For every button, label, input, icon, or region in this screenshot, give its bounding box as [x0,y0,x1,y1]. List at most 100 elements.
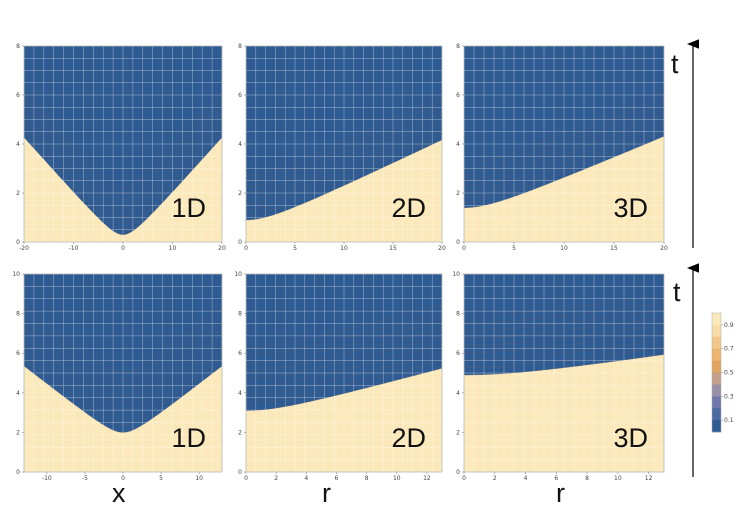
time-label-bottom: t [673,277,681,307]
colorbar-swatch [712,348,721,361]
x-tick-label: 10 [340,245,348,252]
x-tick-label: 5 [159,475,163,482]
y-tick-label: 4 [456,390,460,397]
colorbar-swatch [712,313,721,326]
x-tick-label: 20 [218,245,226,252]
y-tick-label: 0 [16,469,20,476]
xaxis-label-col3: r [556,478,565,508]
y-tick-label: 6 [456,92,460,99]
x-tick-label: 12 [423,475,431,482]
time-axis-top: t [671,39,699,248]
y-tick-label: 8 [16,43,20,50]
panel-frame [245,273,443,473]
panel-0-1: 0 5 10 15 20 0 2 4 6 8 2D [238,43,446,252]
x-tick-label: 0 [462,245,466,252]
x-tick-label: 2 [274,475,278,482]
panel-1-0: -10 -5 0 5 10 0 2 4 6 8 10 1D [12,271,223,482]
colorbar-tick-label: 0.3 [724,393,734,400]
panel-1-1: 0 2 4 6 8 10 12 0 2 4 6 8 10 2D [234,271,443,482]
panel-1-2: 0 2 4 6 8 10 12 0 2 4 6 8 10 3D [452,271,665,482]
y-tick-label: 6 [456,350,460,357]
colorbar: 0.9 0.7 0.5 0.3 0.1 [711,312,734,433]
colorbar-swatch [712,336,721,349]
y-tick-label: 4 [456,141,460,148]
y-tick-label: 6 [238,350,242,357]
x-tick-label: 5 [293,245,297,252]
y-tick-label: 10 [452,271,460,278]
x-tick-label: 8 [585,475,589,482]
x-tick-label: 15 [389,245,397,252]
x-tick-label: 0 [121,245,125,252]
x-tick-label: -20 [19,245,29,252]
y-tick-label: 2 [456,429,460,436]
time-axis-bottom: t [673,263,699,477]
xaxis-label-col1: x [112,478,126,508]
x-tick-label: 10 [560,245,568,252]
x-tick-label: 6 [335,475,339,482]
grid [246,274,442,472]
panel-0-2: 0 5 10 15 20 0 2 4 6 8 3D [456,43,668,252]
time-label-top: t [671,49,679,79]
dimension-label: 2D [391,193,426,223]
x-tick-label: 2 [493,475,497,482]
x-tick-label: 15 [610,245,618,252]
x-tick-label: 10 [195,475,203,482]
grid [464,274,664,472]
grid [24,46,222,242]
y-tick-label: 0 [238,469,242,476]
x-tick-label: -10 [69,245,79,252]
colorbar-swatch [712,408,721,421]
colorbar-tick-label: 0.1 [724,417,734,424]
y-tick-label: 8 [238,43,242,50]
dimension-label: 2D [391,423,426,453]
x-tick-label: 20 [660,245,668,252]
y-tick-label: 2 [456,190,460,197]
y-tick-label: 0 [456,239,460,246]
y-tick-label: 8 [456,311,460,318]
y-tick-label: 4 [16,141,20,148]
y-tick-label: 4 [16,390,20,397]
x-tick-label: 0 [121,475,125,482]
dimension-label: 1D [171,193,206,223]
y-tick-label: 2 [16,190,20,197]
x-tick-label: 20 [438,245,446,252]
grid [464,46,664,242]
grid [246,46,442,242]
y-tick-label: 0 [238,239,242,246]
y-tick-label: 0 [16,239,20,246]
y-tick-label: 2 [238,429,242,436]
colorbar-tick-label: 0.7 [724,346,734,353]
x-tick-label: 0 [462,475,466,482]
colorbar-tick-label: 0.5 [724,370,734,377]
y-tick-label: 2 [238,190,242,197]
y-tick-label: 0 [456,469,460,476]
y-tick-label: 4 [238,141,242,148]
x-tick-label: 0 [244,245,248,252]
y-tick-label: 10 [234,271,242,278]
dimension-label: 1D [171,423,206,453]
x-tick-label: 6 [554,475,558,482]
x-tick-label: 4 [524,475,528,482]
xaxis-label-col2: r [322,478,331,508]
colorbar-swatch [712,420,721,433]
x-tick-label: -5 [82,475,88,482]
colorbar-swatch [712,384,721,397]
y-tick-label: 8 [456,43,460,50]
x-tick-label: 0 [244,475,248,482]
x-tick-label: 4 [304,475,308,482]
grid [24,274,222,472]
x-tick-label: 12 [645,475,653,482]
y-tick-label: 6 [16,350,20,357]
y-tick-label: 10 [12,271,20,278]
y-tick-label: 2 [16,429,20,436]
y-tick-label: 6 [16,92,20,99]
dimension-label: 3D [613,423,648,453]
colorbar-swatch [712,372,721,385]
colorbar-tick-label: 0.9 [724,322,734,329]
x-tick-label: 10 [393,475,401,482]
x-tick-label: -10 [42,475,52,482]
colorbar-swatch [712,324,721,338]
x-tick-label: 10 [169,245,177,252]
